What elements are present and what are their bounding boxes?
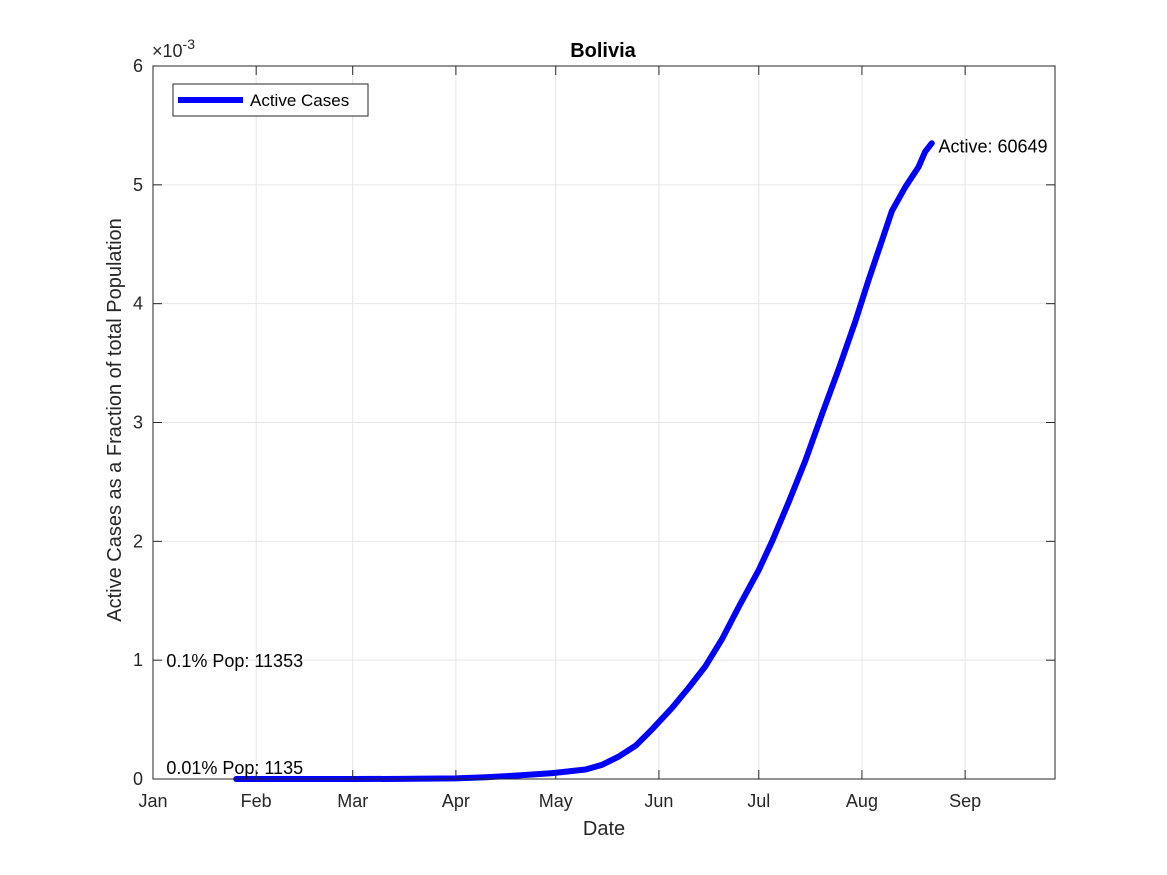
legend: Active Cases — [172, 83, 369, 117]
y-exponent-power: -3 — [183, 36, 196, 52]
y-tick-label: 4 — [133, 294, 143, 314]
annotation-label: 0.01% Pop: 1135 — [166, 758, 303, 778]
x-tick-label: Jul — [747, 791, 770, 811]
chart-title: Bolivia — [570, 40, 636, 62]
y-axis-title: Active Cases as a Fraction of total Popu… — [104, 218, 126, 622]
tick-labels: 0 1 2 3 4 5 6 Jan Feb Mar Apr May Jun Jul Aug Sep — [133, 56, 981, 811]
y-tick-label: 0 — [133, 769, 143, 789]
y-exponent-label: ×10-3 — [152, 36, 195, 61]
annotations: Active: 60649 0.1% Pop: 11353 0.01% Pop: 1… — [166, 137, 1047, 778]
y-exponent-base: ×10 — [152, 41, 183, 61]
x-axis-title: Date — [583, 818, 625, 840]
series-layer — [233, 140, 935, 782]
x-tick-label: Feb — [241, 791, 272, 811]
y-tick-label: 2 — [133, 531, 143, 551]
y-tick-label: 5 — [133, 175, 143, 195]
x-tick-label: Mar — [337, 791, 368, 811]
legend-label-active-cases: Active Cases — [250, 91, 349, 110]
x-tick-label: Jun — [644, 791, 673, 811]
y-tick-label: 1 — [133, 650, 143, 670]
x-tick-label: Apr — [442, 791, 470, 811]
y-tick-label: 3 — [133, 413, 143, 433]
y-tick-label: 6 — [133, 56, 143, 76]
ticks — [152, 65, 1055, 780]
x-tick-label: Aug — [846, 791, 878, 811]
annotation-label: Active: 60649 — [939, 137, 1048, 157]
annotation-label: 0.1% Pop: 11353 — [166, 651, 303, 671]
series-line-active-cases — [233, 140, 935, 782]
x-tick-label: Jan — [138, 791, 167, 811]
x-tick-label: Sep — [949, 791, 981, 811]
x-tick-label: May — [539, 791, 573, 811]
